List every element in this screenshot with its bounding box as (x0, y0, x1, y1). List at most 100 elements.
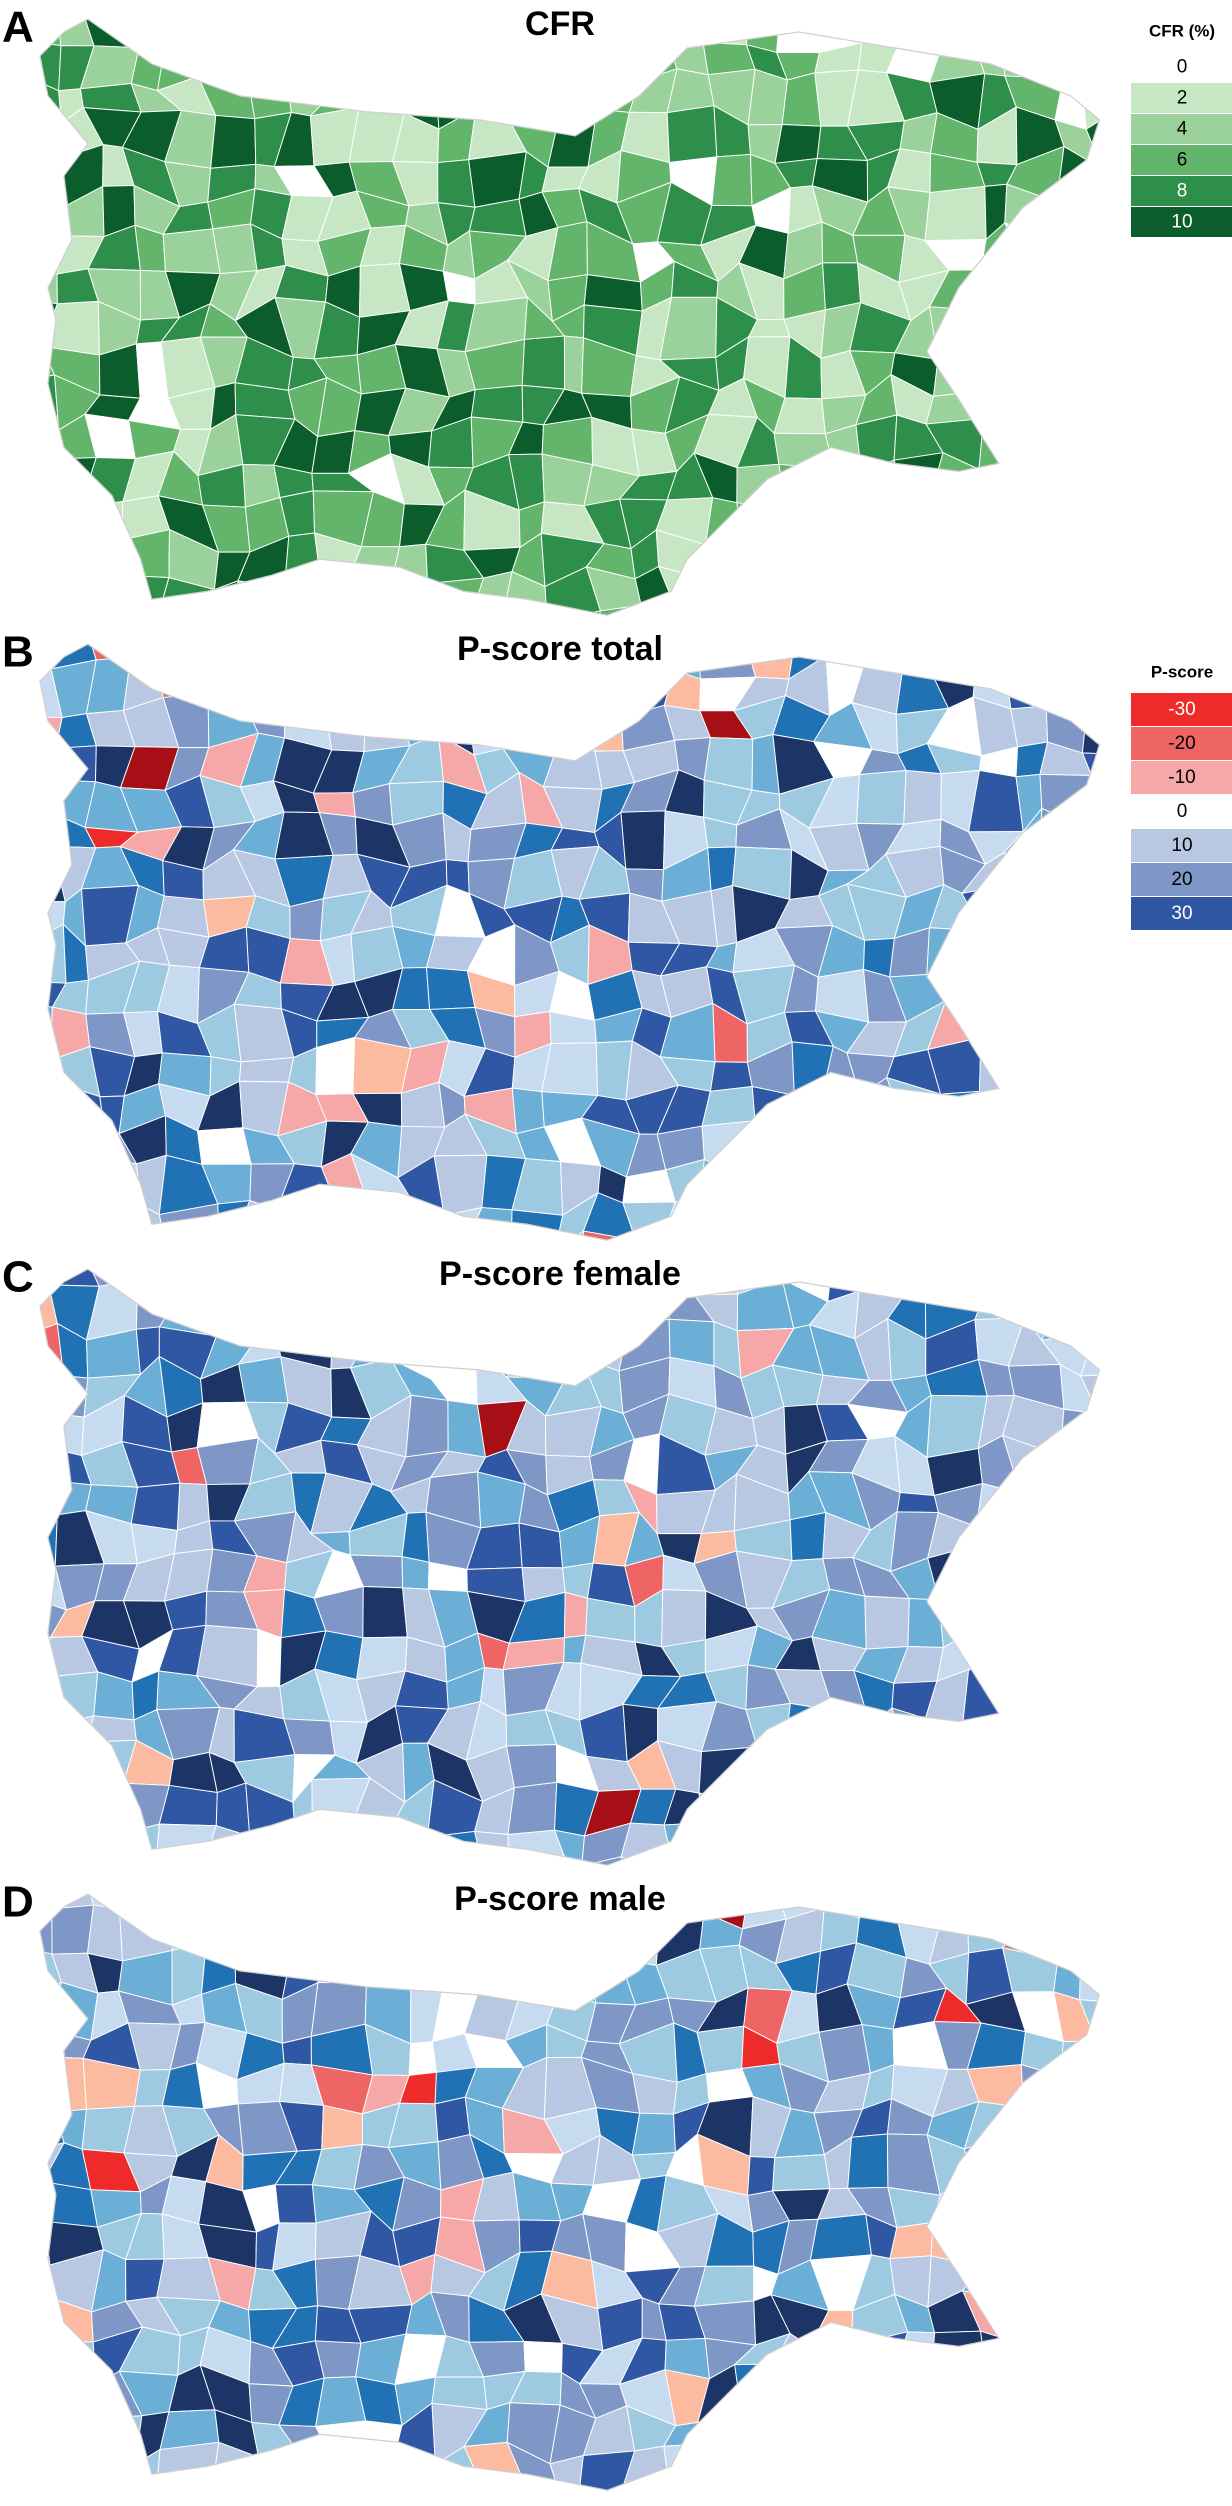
region (353, 1819, 393, 1866)
region (206, 1269, 260, 1283)
region (511, 1087, 545, 1135)
panel: C P-score female (2, 1248, 1205, 1903)
region (932, 1231, 987, 1241)
country-outline (39, 18, 1101, 616)
region (41, 2374, 105, 2419)
region (48, 1894, 95, 1910)
region (274, 2184, 317, 2224)
region (1043, 1243, 1102, 1282)
region (1134, 2480, 1169, 2501)
region (389, 2484, 431, 2491)
region (777, 1125, 823, 1171)
region (967, 1625, 1017, 1671)
region (1084, 1737, 1100, 1794)
region (1171, 581, 1209, 622)
region (1121, 1374, 1177, 1415)
region (1053, 924, 1100, 981)
region (742, 2410, 776, 2458)
region (50, 1122, 105, 1170)
region (1062, 2405, 1097, 2446)
legend-swatch (1131, 693, 1232, 726)
region (39, 541, 54, 582)
region (1040, 607, 1086, 616)
region (39, 1122, 62, 1170)
region (393, 2455, 436, 2491)
region (1085, 2139, 1100, 2181)
region (1089, 2443, 1100, 2491)
legend-swatch (1131, 829, 1232, 862)
region (1000, 2365, 1064, 2426)
region (1045, 652, 1085, 703)
region (363, 697, 411, 753)
region (1156, 499, 1205, 543)
region (825, 2487, 856, 2491)
region (1006, 503, 1045, 543)
region (171, 1909, 207, 1952)
region (784, 1702, 835, 1760)
region (1006, 374, 1059, 427)
region (39, 495, 65, 551)
region (553, 74, 598, 111)
region (1132, 1167, 1177, 1204)
region (1084, 1511, 1100, 1557)
region (1094, 1119, 1100, 1168)
legend-swatch (1131, 176, 1232, 206)
region (407, 1945, 450, 1988)
region (39, 2220, 51, 2266)
region (924, 508, 970, 549)
region (1079, 1914, 1100, 1958)
legend-label: -10 (1168, 767, 1195, 788)
region (977, 1787, 1024, 1841)
region (156, 2481, 214, 2491)
region (983, 1854, 1025, 1866)
map-regions (39, 1894, 1217, 2501)
region (1077, 19, 1100, 45)
legend-label: 10 (1171, 212, 1192, 233)
region (1129, 2020, 1176, 2071)
region (238, 19, 297, 31)
region (510, 1209, 564, 1241)
region (809, 1202, 872, 1239)
region (322, 1287, 372, 1338)
region (247, 69, 292, 120)
region (969, 971, 1014, 1023)
region (1002, 1760, 1062, 1803)
region (822, 262, 862, 311)
region (1079, 236, 1100, 281)
region (1057, 1715, 1100, 1762)
region (162, 1269, 219, 1324)
region (392, 1871, 441, 1903)
region (1155, 1248, 1205, 1288)
region (120, 1855, 181, 1866)
region (279, 1228, 334, 1241)
region (924, 539, 970, 579)
region (668, 2484, 711, 2491)
region (365, 653, 393, 699)
region (776, 19, 821, 53)
region (39, 224, 65, 275)
region (931, 1819, 988, 1866)
region (620, 810, 666, 871)
region (39, 116, 63, 164)
region (256, 1628, 282, 1688)
region (1162, 1916, 1217, 1967)
region (39, 1706, 52, 1765)
region (926, 927, 983, 977)
region (41, 1857, 106, 1866)
region (271, 586, 324, 616)
region (622, 1201, 677, 1241)
region (891, 644, 929, 666)
region (239, 2479, 298, 2491)
region (39, 425, 60, 474)
region (1001, 2478, 1053, 2491)
region (1079, 2174, 1100, 2228)
region (968, 925, 1013, 977)
region (1052, 2325, 1098, 2379)
region (940, 1894, 989, 1920)
region (962, 605, 1008, 616)
region (1022, 1817, 1062, 1866)
region (1000, 582, 1052, 616)
region (280, 1894, 337, 1929)
region (925, 1162, 987, 1211)
region (743, 571, 795, 616)
